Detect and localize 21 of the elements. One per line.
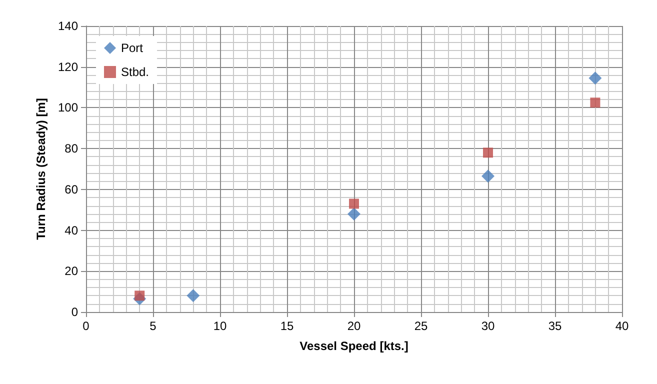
y-tick-label: 140: [58, 19, 78, 33]
x-tick-label: 15: [280, 319, 294, 333]
x-tick-label: 20: [347, 319, 361, 333]
x-tick-label: 40: [615, 319, 629, 333]
legend-label: Port: [121, 41, 144, 55]
x-tick-label: 0: [82, 319, 90, 333]
x-tick-label: 35: [548, 319, 562, 333]
y-tick-label: 120: [58, 60, 78, 74]
y-tick-label: 60: [64, 182, 78, 196]
x-tick-label: 10: [213, 319, 227, 333]
x-tick-label: 30: [481, 319, 495, 333]
y-tick-label: 20: [64, 264, 78, 278]
x-tick-label: 5: [150, 319, 157, 333]
y-tick-label: 100: [58, 100, 78, 115]
x-axis-title: Vessel Speed [kts.]: [300, 339, 408, 353]
legend-label: Stbd.: [121, 65, 150, 79]
y-tick-label: 80: [64, 142, 78, 156]
y-tick-label: 40: [64, 223, 78, 238]
x-tick-label: 25: [414, 319, 428, 333]
y-tick-label: 0: [71, 305, 78, 319]
y-axis-title: Turn Radius (Steady) [m]: [34, 98, 48, 240]
